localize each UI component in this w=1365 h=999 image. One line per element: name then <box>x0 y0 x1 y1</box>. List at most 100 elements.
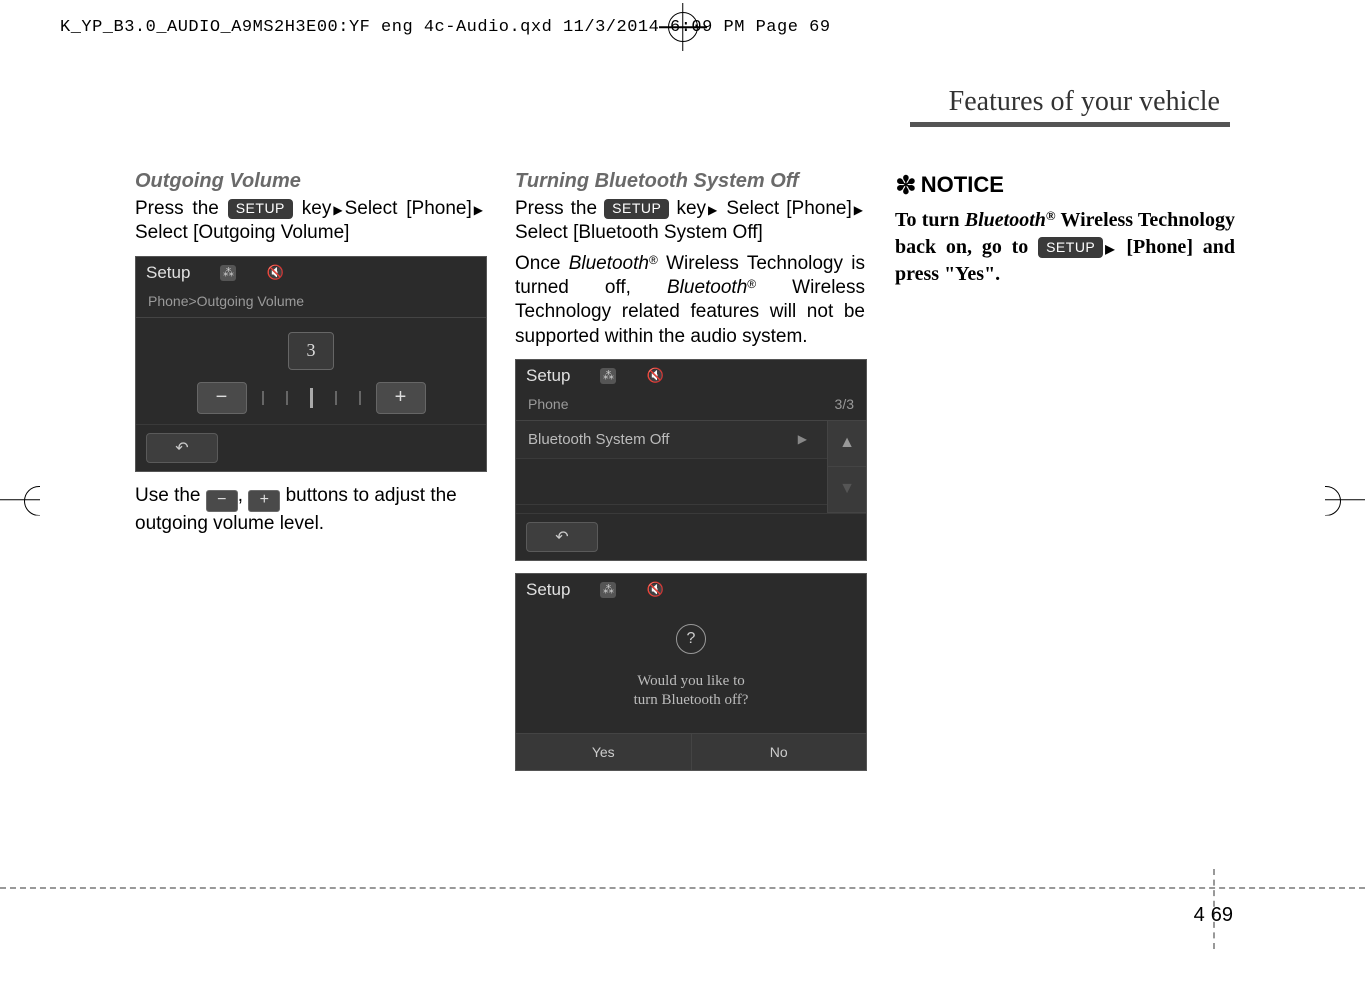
bluetooth-off-instructions: Press the SETUP key▶ Select [Phone]▶ Sel… <box>515 197 865 246</box>
bluetooth-off-heading: Turning Bluetooth System Off <box>515 170 865 193</box>
text: Use the <box>135 485 206 506</box>
tick <box>359 391 361 405</box>
tick <box>335 391 337 405</box>
page-number-value: 69 <box>1211 904 1233 926</box>
setup-key-pill: SETUP <box>228 199 293 219</box>
asterisk-icon: ✽ <box>895 170 917 200</box>
scroll-down-button[interactable]: ▼ <box>828 467 866 513</box>
volume-caption: Use the −, + buttons to adjust the outgo… <box>135 484 485 536</box>
screenshot-titlebar: Setup ⁂ 🔇 <box>516 574 866 606</box>
dialog-message: Would you like to turn Bluetooth off? <box>526 672 856 711</box>
text: [Phone] <box>786 198 852 219</box>
volume-minus-button[interactable]: − <box>197 382 247 414</box>
volume-plus-button[interactable]: + <box>376 382 426 414</box>
yes-button[interactable]: Yes <box>516 734 692 770</box>
list-body: Bluetooth System Off ▶ <box>516 421 827 513</box>
back-button[interactable]: ↶ <box>526 522 598 552</box>
screenshot-content: 3 − + <box>136 318 486 424</box>
bluetooth-italic: Bluetooth <box>569 253 649 274</box>
notice-label: NOTICE <box>921 172 1004 197</box>
screenshot-footer: ↶ <box>136 424 486 471</box>
column-2: Turning Bluetooth System Off Press the S… <box>515 170 865 783</box>
text: Press the <box>515 198 604 219</box>
no-button[interactable]: No <box>692 734 867 770</box>
back-button[interactable]: ↶ <box>146 433 218 463</box>
chapter-number: 4 <box>1194 904 1205 926</box>
screenshot-breadcrumb: Phone 3/3 <box>516 392 866 421</box>
footer-dashed-line <box>0 887 1365 889</box>
triangle-icon: ▶ <box>854 203 863 218</box>
minus-button-inline: − <box>206 490 238 512</box>
row-label: Bluetooth System Off <box>528 431 798 448</box>
bluetooth-italic: Bluetooth <box>667 277 747 298</box>
mute-icon: 🔇 <box>646 581 663 598</box>
plus-button-inline: + <box>248 490 280 512</box>
list-container: Bluetooth System Off ▶ ▲ ▼ <box>516 421 866 513</box>
breadcrumb-text: Phone>Outgoing Volume <box>148 293 304 309</box>
notice-heading: ✽NOTICE <box>895 170 1235 201</box>
dialog-line1: Would you like to <box>637 673 745 689</box>
bluetooth-off-dialog-screenshot: Setup ⁂ 🔇 ? Would you like to turn Bluet… <box>515 573 867 771</box>
text: buttons to adjust the <box>280 485 456 506</box>
setup-key-pill: SETUP <box>1038 237 1103 258</box>
screenshot-title: Setup <box>146 263 190 283</box>
crop-mark-right <box>1325 486 1365 514</box>
qxd-filename-line: K_YP_B3.0_AUDIO_A9MS2H3E00:YF eng 4c-Aud… <box>60 18 831 37</box>
bluetooth-icon: ⁂ <box>600 582 616 598</box>
registered-mark: ® <box>649 253 658 267</box>
bluetooth-system-off-row[interactable]: Bluetooth System Off ▶ <box>516 421 827 459</box>
scroll-buttons: ▲ ▼ <box>827 421 866 513</box>
text: Select [Bluetooth System Off] <box>515 222 763 243</box>
scroll-up-button[interactable]: ▲ <box>828 421 866 467</box>
bluetooth-icon: ⁂ <box>220 265 236 281</box>
page-header-title: Features of your vehicle <box>949 86 1220 118</box>
screenshot-footer: ↶ <box>516 513 866 560</box>
text: To turn <box>895 209 965 231</box>
triangle-icon: ▶ <box>708 203 717 218</box>
text: outgoing volume level. <box>135 513 324 534</box>
bluetooth-icon: ⁂ <box>600 368 616 384</box>
text: Select <box>345 198 398 219</box>
setup-key-pill: SETUP <box>604 199 669 219</box>
triangle-icon: ▶ <box>333 203 342 218</box>
text: Select <box>719 198 779 219</box>
column-1: Outgoing Volume Press the SETUP key▶Sele… <box>135 170 485 783</box>
text: Press the <box>135 198 228 219</box>
tick <box>262 391 264 405</box>
text: Once <box>515 253 569 274</box>
breadcrumb-text: Phone <box>528 396 568 412</box>
chevron-right-icon: ▶ <box>798 432 807 446</box>
page-content: Outgoing Volume Press the SETUP key▶Sele… <box>135 170 1235 783</box>
registered-mark: ® <box>747 277 756 291</box>
screenshot-breadcrumb: Phone>Outgoing Volume <box>136 289 486 318</box>
mute-icon: 🔇 <box>266 264 283 281</box>
outgoing-volume-screenshot: Setup ⁂ 🔇 Phone>Outgoing Volume 3 − + ↶ <box>135 256 487 472</box>
text: key <box>293 198 331 219</box>
dialog-content: ? Would you like to turn Bluetooth off? <box>516 606 866 733</box>
registered-mark: ® <box>1046 208 1056 223</box>
outgoing-volume-instructions: Press the SETUP key▶Select [Phone]▶Selec… <box>135 197 485 246</box>
outgoing-volume-heading: Outgoing Volume <box>135 170 485 193</box>
volume-value-display: 3 <box>288 332 334 370</box>
tick <box>286 391 288 405</box>
dialog-line2: turn Bluetooth off? <box>634 692 749 708</box>
text: [Phone] <box>406 198 472 219</box>
volume-slider: − + <box>146 382 476 414</box>
page-number: 4 69 <box>1194 904 1233 927</box>
page-count: 3/3 <box>835 396 854 412</box>
screenshot-titlebar: Setup ⁂ 🔇 <box>516 360 866 392</box>
dialog-buttons: Yes No <box>516 733 866 770</box>
text: , <box>238 485 249 506</box>
header-rule <box>910 122 1230 127</box>
question-icon: ? <box>676 624 706 654</box>
tick-current <box>310 388 313 408</box>
text: key <box>669 198 706 219</box>
notice-body: To turn Bluetooth® Wireless Technology b… <box>895 207 1235 288</box>
mute-icon: 🔇 <box>646 367 663 384</box>
screenshot-titlebar: Setup ⁂ 🔇 <box>136 257 486 289</box>
empty-row <box>516 459 827 505</box>
screenshot-title: Setup <box>526 580 570 600</box>
screenshot-title: Setup <box>526 366 570 386</box>
triangle-icon: ▶ <box>1105 241 1114 257</box>
bluetooth-off-list-screenshot: Setup ⁂ 🔇 Phone 3/3 Bluetooth System Off… <box>515 359 867 561</box>
